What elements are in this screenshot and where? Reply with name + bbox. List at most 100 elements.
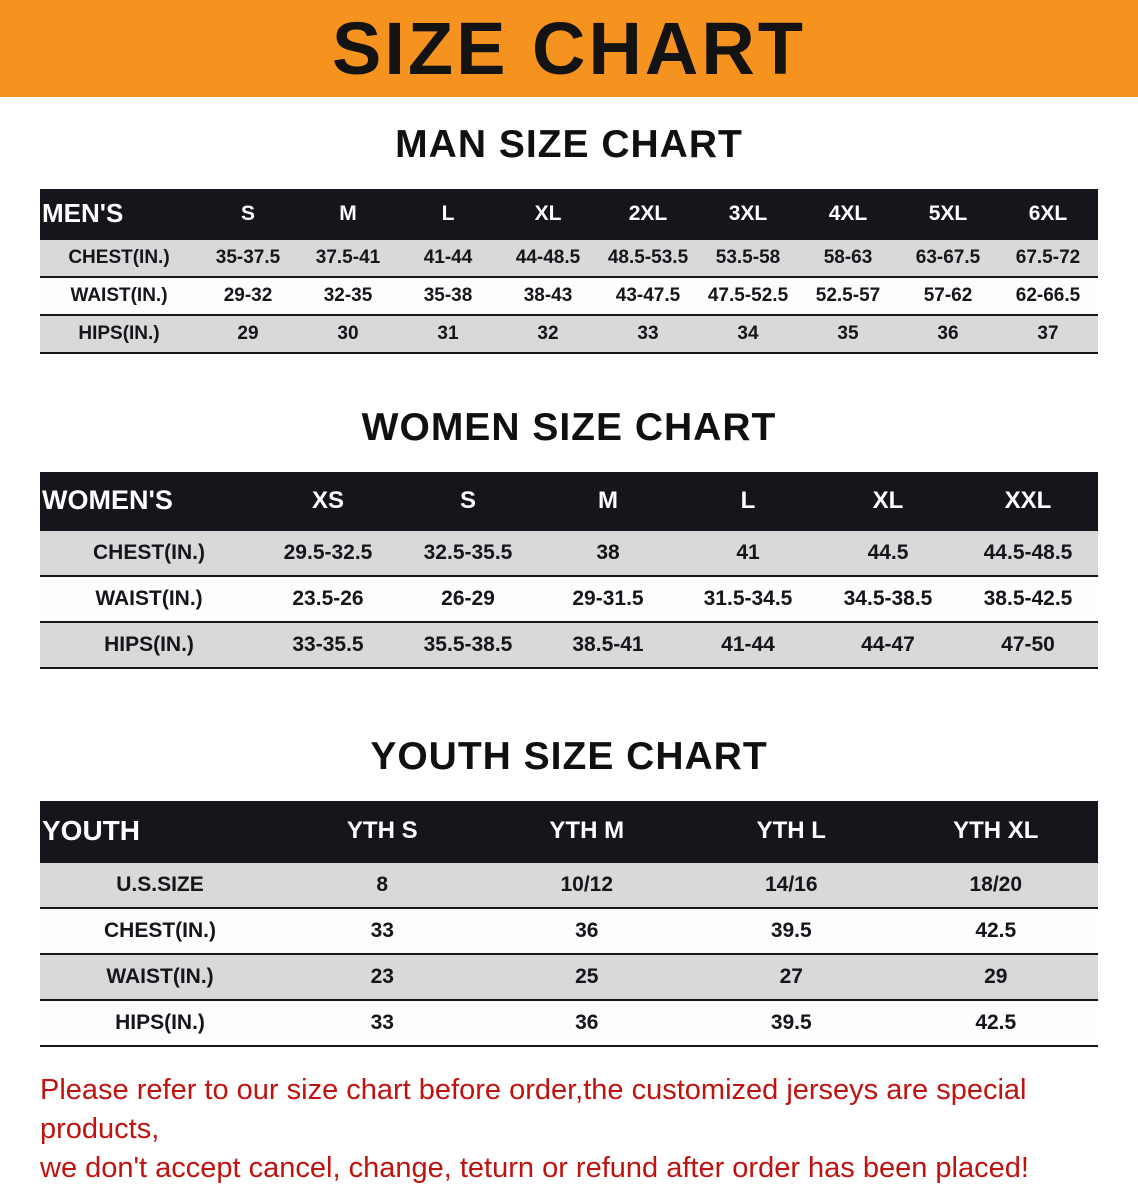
row-label: HIPS(IN.) bbox=[104, 633, 194, 656]
men-size-table: MEN'S S M L XL 2XL 3XL 4XL 5XL 6XL CHEST(IN.) 35-37… bbox=[40, 189, 1098, 354]
table-cell: 29-31.5 bbox=[572, 587, 644, 610]
table-cell: 10/12 bbox=[560, 873, 614, 896]
table-cell: 39.5 bbox=[770, 919, 812, 942]
table-cell: 23 bbox=[370, 965, 394, 988]
table-cell: 67.5-72 bbox=[1015, 247, 1081, 268]
table-cell: 32.5-35.5 bbox=[423, 541, 513, 564]
table-cell: 52.5-57 bbox=[815, 285, 881, 306]
table-cell: 27 bbox=[779, 965, 803, 988]
men-table-title: MEN'S bbox=[42, 198, 124, 228]
table-cell: 34 bbox=[737, 323, 759, 344]
table-cell: 33 bbox=[370, 1011, 394, 1034]
column-header: YTH S bbox=[346, 817, 418, 844]
column-header: 4XL bbox=[828, 201, 868, 225]
table-cell: 44.5 bbox=[867, 541, 909, 564]
table-cell: 30 bbox=[337, 323, 359, 344]
table-cell: 36 bbox=[575, 919, 599, 942]
youth-table-title: YOUTH bbox=[42, 815, 140, 846]
men-table-header-row: MEN'S S M L XL 2XL 3XL 4XL 5XL 6XL bbox=[40, 189, 1098, 238]
youth-table-header-row: YOUTH YTH S YTH M YTH L YTH XL bbox=[40, 801, 1098, 861]
column-header: M bbox=[598, 486, 618, 514]
column-header: 3XL bbox=[728, 201, 768, 225]
table-cell: 37.5-41 bbox=[315, 247, 381, 268]
table-cell: 33 bbox=[637, 323, 659, 344]
table-cell: 34.5-38.5 bbox=[843, 587, 933, 610]
column-header: YTH XL bbox=[953, 817, 1039, 844]
table-cell: 44-48.5 bbox=[515, 247, 581, 268]
table-cell: 18/20 bbox=[969, 873, 1023, 896]
table-cell: 29 bbox=[237, 323, 259, 344]
youth-size-section: YOUTH SIZE CHART YOUTH YTH S YTH M YTH L YTH… bbox=[0, 735, 1138, 1047]
row-label: U.S.SIZE bbox=[116, 873, 204, 896]
table-cell: 29.5-32.5 bbox=[283, 541, 373, 564]
table-cell: 39.5 bbox=[770, 1011, 812, 1034]
row-label: HIPS(IN.) bbox=[78, 323, 160, 344]
youth-size-table: YOUTH YTH S YTH M YTH L YTH XL U.S.SIZE 8 10/12… bbox=[40, 801, 1098, 1047]
table-row: CHEST(IN.) 33 36 39.5 42.5 bbox=[40, 907, 1098, 953]
table-cell: 41-44 bbox=[423, 247, 473, 268]
table-cell: 26-29 bbox=[441, 587, 495, 610]
table-row: WAIST(IN.) 23 25 27 29 bbox=[40, 953, 1098, 999]
row-label: CHEST(IN.) bbox=[104, 919, 216, 942]
table-cell: 47.5-52.5 bbox=[707, 285, 789, 306]
column-header: S bbox=[459, 486, 476, 514]
table-cell: 32 bbox=[537, 323, 559, 344]
footer-disclaimer-line-2: we don't accept cancel, change, teturn o… bbox=[40, 1152, 1029, 1185]
table-cell: 35.5-38.5 bbox=[423, 633, 513, 656]
row-label: WAIST(IN.) bbox=[106, 965, 214, 988]
table-row: HIPS(IN.) 29 30 31 32 33 34 35 36 37 bbox=[40, 314, 1098, 352]
table-cell: 23.5-26 bbox=[292, 587, 364, 610]
table-row: HIPS(IN.) 33 36 39.5 42.5 bbox=[40, 999, 1098, 1045]
column-header: XL bbox=[534, 201, 562, 225]
column-header: M bbox=[339, 201, 357, 225]
page-title: SIZE CHART bbox=[332, 7, 806, 90]
table-cell: 25 bbox=[575, 965, 599, 988]
table-cell: 36 bbox=[937, 323, 959, 344]
column-header: 6XL bbox=[1028, 201, 1068, 225]
women-size-section: WOMEN SIZE CHART WOMEN'S XS S M L XL XXL CHEST(… bbox=[0, 406, 1138, 669]
column-header: S bbox=[240, 201, 255, 225]
column-header: YTH M bbox=[549, 817, 625, 844]
table-cell: 44.5-48.5 bbox=[983, 541, 1073, 564]
table-row: WAIST(IN.) 29-32 32-35 35-38 38-43 43-47.5 47.… bbox=[40, 276, 1098, 314]
footer-disclaimer: Please refer to our size chart before or… bbox=[40, 1071, 1138, 1188]
youth-size-chart-heading: YOUTH SIZE CHART bbox=[370, 735, 768, 778]
table-cell: 33-35.5 bbox=[292, 633, 364, 656]
row-label: CHEST(IN.) bbox=[93, 541, 205, 564]
column-header: XXL bbox=[1004, 486, 1052, 514]
table-row: U.S.SIZE 8 10/12 14/16 18/20 bbox=[40, 861, 1098, 907]
table-cell: 31.5-34.5 bbox=[703, 587, 793, 610]
table-cell: 62-66.5 bbox=[1015, 285, 1081, 306]
row-label: HIPS(IN.) bbox=[115, 1011, 205, 1034]
banner: SIZE CHART bbox=[0, 0, 1138, 97]
table-cell: 37 bbox=[1037, 323, 1059, 344]
table-cell: 31 bbox=[437, 323, 459, 344]
men-size-section: MAN SIZE CHART MEN'S S M L XL 2XL 3XL 4XL 5XL 6XL… bbox=[0, 123, 1138, 354]
women-table-header-row: WOMEN'S XS S M L XL XXL bbox=[40, 472, 1098, 529]
table-cell: 38.5-42.5 bbox=[983, 587, 1073, 610]
table-cell: 35 bbox=[837, 323, 859, 344]
table-cell: 58-63 bbox=[823, 247, 873, 268]
table-cell: 57-62 bbox=[923, 285, 973, 306]
row-label: WAIST(IN.) bbox=[70, 285, 168, 306]
women-table-title: WOMEN'S bbox=[42, 485, 173, 515]
table-cell: 35-38 bbox=[423, 285, 473, 306]
table-cell: 38.5-41 bbox=[572, 633, 644, 656]
table-cell: 8 bbox=[376, 873, 389, 896]
women-size-chart-heading: WOMEN SIZE CHART bbox=[361, 406, 777, 449]
table-cell: 53.5-58 bbox=[715, 247, 781, 268]
table-cell: 44-47 bbox=[861, 633, 915, 656]
column-header: XS bbox=[311, 486, 344, 514]
column-header: XL bbox=[872, 486, 904, 514]
column-header: 5XL bbox=[928, 201, 968, 225]
table-cell: 42.5 bbox=[975, 919, 1017, 942]
table-cell: 38-43 bbox=[523, 285, 573, 306]
table-cell: 38 bbox=[596, 541, 620, 564]
table-row: CHEST(IN.) 29.5-32.5 32.5-35.5 38 41 44.5 44.5… bbox=[40, 529, 1098, 575]
table-cell: 33 bbox=[370, 919, 394, 942]
women-size-table: WOMEN'S XS S M L XL XXL CHEST(IN.) 29.5-32.5 32.5… bbox=[40, 472, 1098, 669]
table-cell: 29 bbox=[984, 965, 1008, 988]
row-label: WAIST(IN.) bbox=[95, 587, 203, 610]
table-cell: 41 bbox=[736, 541, 760, 564]
